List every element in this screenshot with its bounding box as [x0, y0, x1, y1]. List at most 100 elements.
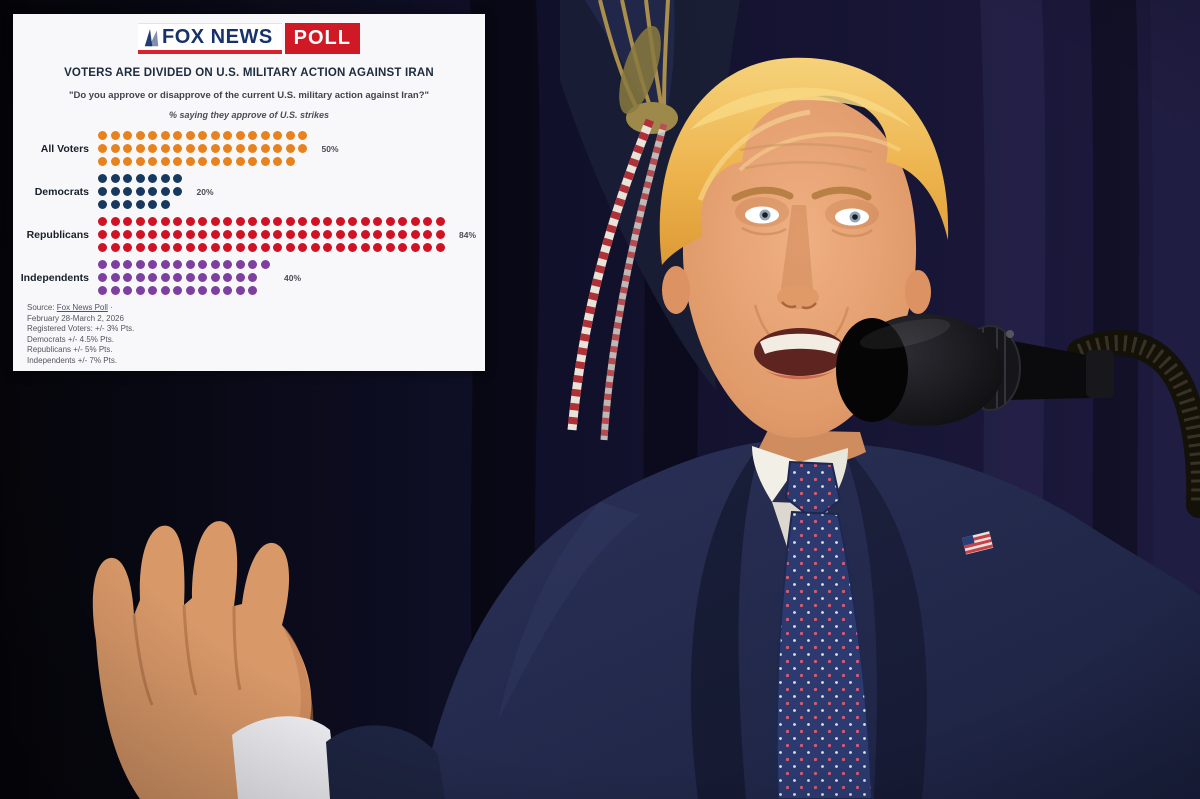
poll-dot: [123, 174, 132, 183]
poll-dot: [185, 144, 195, 153]
poll-dot: [235, 144, 245, 153]
poll-dot: [135, 273, 145, 282]
poll-dot: [110, 260, 120, 269]
category-label: All Voters: [40, 142, 89, 155]
poll-dot: [223, 217, 232, 226]
poll-dot: [148, 187, 157, 196]
poll-dot: [173, 131, 182, 140]
poll-dot: [110, 243, 120, 252]
poll-dot: [248, 286, 257, 295]
poll-dot: [210, 144, 220, 153]
poll-dot: [110, 187, 120, 196]
poll-dot: [98, 286, 107, 295]
poll-dot: [285, 217, 295, 226]
poll-dot: [210, 260, 220, 269]
poll-dot: [148, 230, 157, 239]
poll-dot: [210, 131, 220, 140]
poll-dot: [385, 243, 395, 252]
poll-badge: POLL: [284, 23, 360, 54]
poll-dot: [248, 131, 257, 140]
poll-dot: [135, 230, 145, 239]
poll-dot: [210, 243, 220, 252]
poll-dot: [160, 174, 170, 183]
poll-dot: [173, 260, 182, 269]
fox-news-poll-logo: FOX NEWS POLL: [13, 23, 485, 54]
poll-dot: [110, 131, 120, 140]
poll-dot: [423, 217, 432, 226]
poll-dot: [173, 230, 182, 239]
fox-news-poll-panel: FOX NEWS POLL VOTERS ARE DIVIDED ON U.S.…: [13, 14, 485, 371]
poll-dot: [373, 217, 382, 226]
poll-dot: [148, 286, 157, 295]
poll-dot: [160, 230, 170, 239]
poll-dot: [98, 187, 107, 196]
poll-dot: [110, 144, 120, 153]
poll-dot: [160, 131, 170, 140]
poll-dot: [148, 157, 157, 166]
poll-dot: [398, 230, 407, 239]
value-label: 50%: [321, 143, 339, 154]
poll-dot: [385, 217, 395, 226]
poll-dot: [123, 200, 132, 209]
poll-dot: [248, 260, 257, 269]
poll-dot: [198, 131, 207, 140]
poll-dot: [360, 217, 370, 226]
fox-news-wordmark: FOX NEWS: [161, 26, 273, 48]
poll-dot: [235, 217, 245, 226]
poll-measure-note: % saying they approve of U.S. strikes: [168, 110, 330, 120]
poll-dot: [160, 260, 170, 269]
poll-dot: [135, 243, 145, 252]
poll-dot: [260, 157, 270, 166]
poll-dot: [173, 243, 182, 252]
poll-dot: [198, 157, 207, 166]
source-lines: February 28-March 2, 2026 Registered Vote…: [27, 314, 485, 367]
poll-dot: [423, 243, 432, 252]
poll-dot: [160, 187, 170, 196]
poll-dot: [335, 230, 345, 239]
poll-dot: [110, 273, 120, 282]
poll-dot: [198, 273, 207, 282]
poll-dot: [148, 144, 157, 153]
poll-dot: [235, 243, 245, 252]
poll-dot: [210, 217, 220, 226]
poll-dot: [210, 157, 220, 166]
value-label: 20%: [196, 186, 214, 197]
poll-dot: [98, 157, 107, 166]
poll-dot: [98, 243, 107, 252]
poll-dot: [223, 144, 232, 153]
category-label: Democrats: [34, 185, 89, 198]
poll-dot: [273, 217, 282, 226]
source-block: Source: Fox News Poll · February 28-Marc…: [27, 303, 485, 366]
poll-dot: [185, 230, 195, 239]
poll-dot: [98, 131, 107, 140]
poll-dot: [285, 157, 295, 166]
poll-dot: [173, 273, 182, 282]
poll-dot: [123, 243, 132, 252]
poll-dot: [160, 217, 170, 226]
source-line: Independents +/- 7% Pts.: [27, 355, 118, 365]
poll-dot: [185, 217, 195, 226]
poll-row: All Voters 50%: [19, 131, 485, 166]
poll-dot: [373, 243, 382, 252]
poll-dot: [223, 273, 232, 282]
poll-dot: [235, 131, 245, 140]
poll-dot: [348, 243, 357, 252]
source-line: Democrats +/- 4.5% Pts.: [27, 334, 114, 344]
poll-dot: [285, 230, 295, 239]
poll-dot: [185, 243, 195, 252]
poll-dot: [135, 286, 145, 295]
poll-dot: [348, 217, 357, 226]
source-link[interactable]: Fox News Poll: [56, 303, 108, 312]
poll-dot: [223, 131, 232, 140]
poll-dot: [98, 144, 107, 153]
poll-dot: [235, 286, 245, 295]
poll-row: Democrats 20%: [19, 174, 485, 209]
poll-dot: [248, 157, 257, 166]
value-label: 40%: [284, 272, 302, 283]
poll-dot: [198, 260, 207, 269]
poll-dot: [273, 131, 282, 140]
poll-question: "Do you approve or disapprove of the cur…: [68, 90, 430, 101]
poll-row: Republicans 84%: [19, 217, 485, 252]
poll-dot: [123, 286, 132, 295]
poll-dot: [260, 217, 270, 226]
